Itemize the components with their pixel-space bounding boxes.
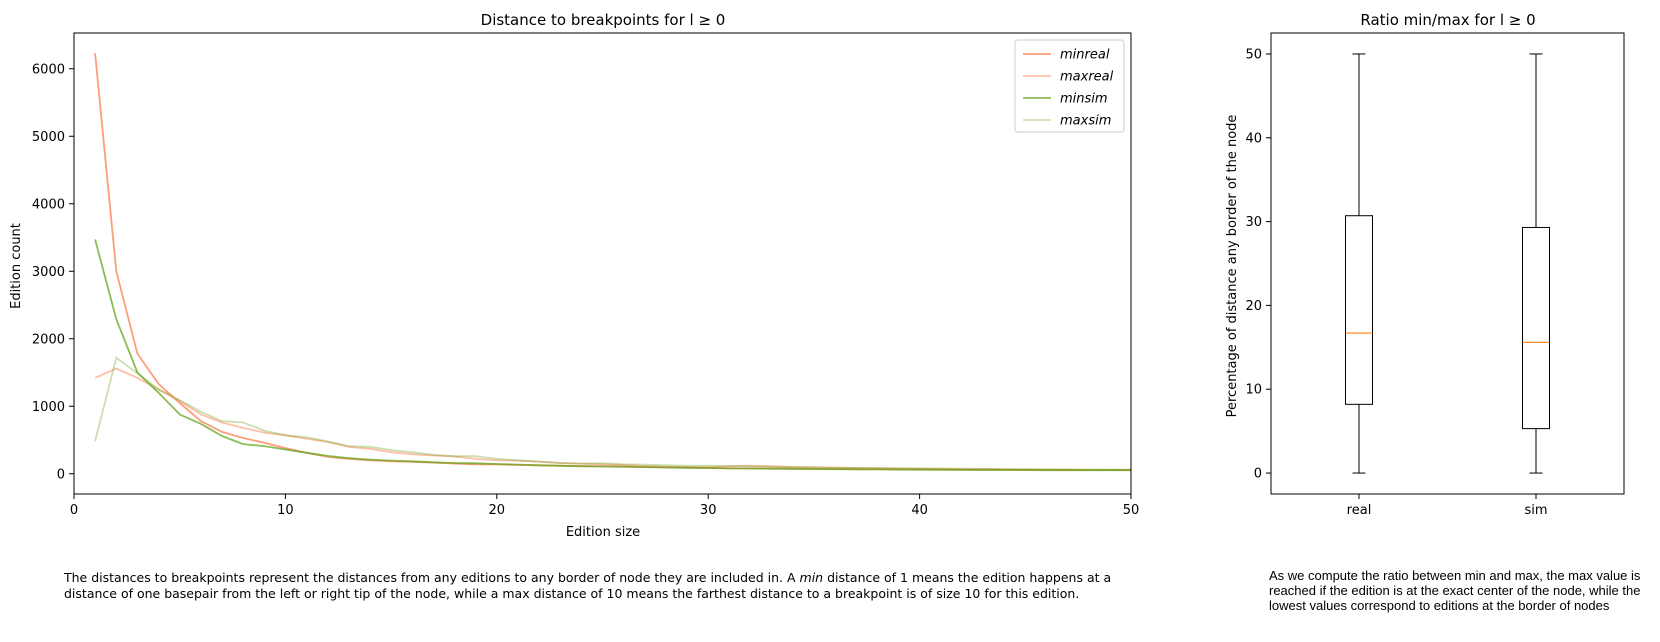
line-chart-y-ticks: 0 1000 2000 3000 4000 5000 6000	[32, 62, 74, 482]
box-chart-x-ticks: real sim	[1347, 494, 1548, 518]
box-chart: Ratio min/max for l ≥ 0 real sim 0 10 20 30 4…	[1225, 11, 1625, 518]
box-chart-y-ticks: 0 10 20 30 40 50	[1245, 47, 1271, 482]
line-chart-legend: minreal maxreal minsim maxsim	[1014, 39, 1125, 133]
y-tick-label: 20	[1245, 299, 1262, 314]
left-caption-emphasis: min	[799, 570, 824, 585]
y-tick-label: 6000	[32, 62, 65, 77]
box-chart-boxes	[1345, 53, 1550, 474]
y-tick-label: 10	[1245, 383, 1262, 398]
legend-label-maxreal: maxreal	[1060, 70, 1114, 85]
box-iqr	[1522, 226, 1550, 430]
x-tick-label: 50	[1123, 503, 1140, 518]
line-chart: Distance to breakpoints for l ≥ 0 0 10 20 3…	[9, 11, 1139, 540]
right-caption: As we compute the ratio between min and …	[1269, 568, 1641, 613]
box-real	[1345, 53, 1373, 474]
left-caption: The distances to breakpoints represent t…	[64, 570, 1144, 601]
line-chart-x-ticks: 0 10 20 30 40 50	[70, 494, 1139, 518]
y-tick-label: 0	[57, 467, 65, 482]
x-tick-label: sim	[1524, 503, 1547, 518]
series-line-maxreal	[94, 367, 1132, 471]
box-chart-frame	[1270, 32, 1625, 495]
x-tick-label: 20	[489, 503, 506, 518]
series-line-minreal	[94, 53, 1131, 471]
line-chart-series	[94, 53, 1132, 472]
line-chart-title: Distance to breakpoints for l ≥ 0	[481, 11, 726, 29]
y-tick-label: 0	[1254, 467, 1262, 482]
legend-label-minreal: minreal	[1060, 48, 1110, 63]
x-tick-label: 0	[70, 503, 78, 518]
box-chart-title: Ratio min/max for l ≥ 0	[1360, 11, 1535, 29]
y-tick-label: 40	[1245, 131, 1262, 146]
line-chart-y-label: Edition count	[9, 223, 24, 309]
y-tick-label: 30	[1245, 215, 1262, 230]
box-chart-y-label: Percentage of distance any border of the…	[1225, 115, 1240, 418]
box-sim	[1522, 53, 1550, 474]
x-tick-label: 30	[700, 503, 717, 518]
x-tick-label: real	[1347, 503, 1372, 518]
line-chart-x-label: Edition size	[566, 525, 640, 540]
legend-label-maxsim: maxsim	[1060, 114, 1111, 129]
left-caption-part: distance of 1 means the edition happens …	[64, 570, 1112, 601]
y-tick-label: 4000	[32, 197, 65, 212]
y-tick-label: 50	[1245, 47, 1262, 62]
x-tick-label: 10	[277, 503, 294, 518]
x-tick-label: 40	[911, 503, 928, 518]
y-tick-label: 3000	[32, 265, 65, 280]
series-line-minsim	[94, 239, 1131, 472]
series-line-maxsim	[94, 356, 1132, 471]
legend-label-minsim: minsim	[1060, 92, 1108, 107]
y-tick-label: 2000	[32, 332, 65, 347]
legend-box	[1014, 39, 1125, 133]
left-caption-part: The distances to breakpoints represent t…	[64, 570, 800, 585]
y-tick-label: 1000	[32, 400, 65, 415]
line-chart-frame	[73, 32, 1132, 495]
y-tick-label: 5000	[32, 130, 65, 145]
box-iqr	[1345, 215, 1373, 405]
